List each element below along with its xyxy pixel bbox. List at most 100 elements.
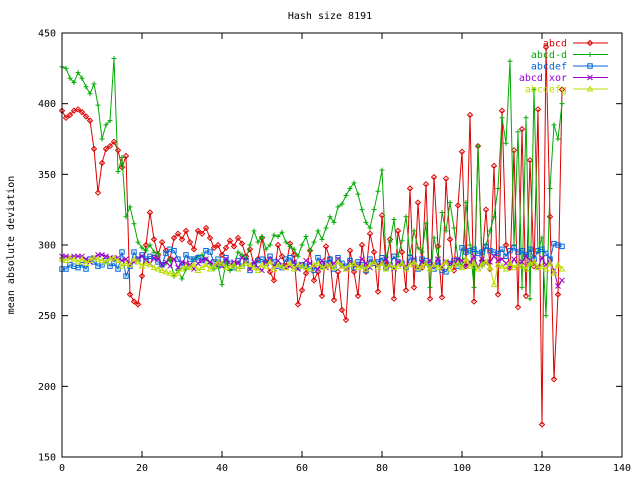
- data-point: [263, 246, 269, 252]
- data-point: [247, 266, 253, 272]
- data-point: [434, 264, 442, 271]
- data-point: [71, 79, 77, 85]
- data-point: [282, 264, 290, 271]
- data-point: [358, 241, 366, 249]
- data-point: [302, 264, 310, 271]
- data-point: [558, 86, 566, 93]
- data-point: [274, 241, 282, 249]
- data-point: [386, 261, 394, 268]
- data-point: [514, 261, 522, 268]
- data-point: [86, 117, 94, 124]
- data-point: [414, 264, 422, 271]
- data-point: [451, 225, 457, 231]
- data-point: [86, 257, 94, 264]
- data-point: [119, 249, 125, 255]
- data-point: [158, 266, 166, 273]
- data-point: [518, 125, 526, 133]
- data-point: [143, 248, 149, 254]
- data-point: [383, 256, 389, 262]
- data-point: [206, 234, 214, 242]
- data-point: [370, 258, 378, 265]
- data-point: [339, 201, 345, 207]
- data-point: [174, 269, 182, 276]
- data-point: [102, 145, 110, 153]
- data-point: [539, 246, 545, 252]
- y-tick-label: 150: [38, 453, 56, 464]
- data-point: [294, 261, 302, 268]
- data-point: [490, 281, 498, 288]
- data-point: [179, 276, 185, 282]
- data-point: [219, 282, 225, 288]
- data-point: [375, 188, 381, 194]
- data-point: [471, 246, 477, 252]
- data-point: [90, 145, 98, 153]
- data-point: [171, 247, 177, 254]
- data-point: [379, 167, 385, 173]
- data-point: [198, 264, 206, 271]
- data-point: [74, 258, 82, 265]
- data-point: [330, 264, 338, 271]
- data-point: [554, 291, 562, 298]
- data-point: [126, 261, 134, 268]
- series-abcd-xor: [59, 252, 565, 289]
- data-point: [78, 255, 86, 262]
- data-point: [214, 241, 222, 249]
- data-point: [543, 250, 549, 257]
- data-point: [298, 287, 306, 294]
- data-point: [82, 113, 90, 120]
- data-point: [123, 273, 129, 279]
- data-point: [218, 259, 226, 266]
- data-point: [471, 284, 477, 290]
- data-point: [539, 235, 545, 241]
- data-point: [519, 247, 525, 254]
- data-point: [395, 259, 401, 265]
- x-tick-label: 120: [533, 463, 551, 474]
- data-point: [230, 243, 238, 250]
- data-point: [194, 227, 202, 235]
- data-point: [299, 242, 305, 248]
- data-point: [303, 234, 309, 240]
- data-point: [387, 239, 393, 245]
- data-point: [527, 296, 533, 302]
- data-point: [118, 164, 126, 171]
- data-point: [235, 249, 241, 255]
- y-tick-label: 400: [38, 99, 56, 110]
- data-point: [246, 261, 254, 268]
- data-point: [66, 111, 74, 119]
- data-point: [335, 204, 341, 210]
- data-point: [291, 246, 297, 252]
- data-point: [555, 136, 561, 142]
- data-point: [247, 242, 253, 248]
- data-point: [547, 185, 553, 191]
- data-point: [398, 259, 406, 266]
- data-point: [114, 147, 122, 154]
- data-point: [294, 301, 302, 308]
- data-point: [470, 298, 478, 305]
- data-point: [239, 254, 245, 261]
- data-point: [399, 238, 405, 244]
- data-point: [499, 115, 505, 121]
- data-point: [63, 253, 69, 260]
- data-point: [170, 271, 178, 278]
- data-point: [523, 115, 529, 121]
- data-point: [226, 237, 234, 244]
- data-point: [507, 247, 513, 254]
- data-point: [403, 264, 409, 271]
- data-point: [482, 206, 490, 213]
- data-point: [202, 261, 210, 268]
- x-tick-label: 40: [216, 463, 228, 474]
- data-point: [179, 259, 185, 265]
- data-point: [166, 269, 174, 276]
- data-point: [110, 138, 118, 146]
- data-point: [459, 245, 465, 251]
- data-point: [123, 256, 129, 262]
- data-point: [499, 246, 505, 252]
- data-point: [390, 295, 398, 302]
- data-point: [259, 234, 265, 240]
- data-point: [494, 261, 502, 268]
- data-point: [78, 108, 86, 116]
- data-point: [430, 173, 438, 181]
- data-point: [195, 260, 201, 267]
- data-point: [262, 262, 270, 269]
